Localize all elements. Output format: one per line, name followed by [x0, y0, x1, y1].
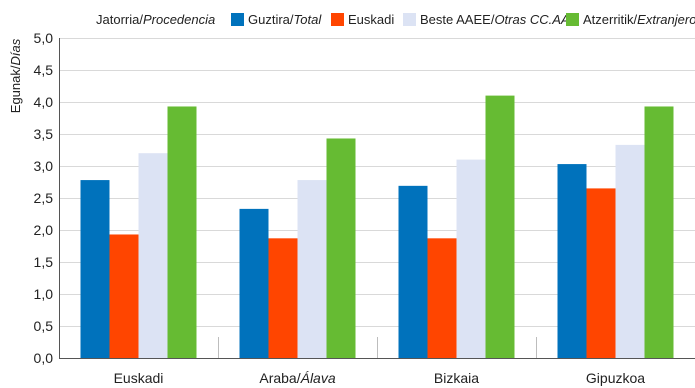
- bar: [239, 208, 269, 358]
- bar: [557, 164, 587, 358]
- legend-label: Atzerritik/Extranjero: [583, 12, 695, 27]
- legend-label: Guztira/Total: [248, 12, 322, 27]
- y-axis-label: Egunak/Días: [8, 38, 23, 113]
- legend-title: Jatorria/Procedencia: [96, 12, 215, 27]
- category-separators: [218, 337, 537, 358]
- bar: [138, 153, 168, 358]
- legend-swatch: [231, 13, 244, 26]
- bar: [109, 234, 139, 358]
- legend-label: Euskadi: [348, 12, 394, 27]
- bar: [485, 95, 515, 358]
- x-tick-label: Bizkaia: [434, 370, 479, 386]
- legend-swatch: [331, 13, 344, 26]
- bar: [80, 180, 110, 358]
- legend-swatch: [403, 13, 416, 26]
- y-tick-label: 3,5: [34, 126, 54, 142]
- x-tick-label: Euskadi: [114, 370, 164, 386]
- legend-swatch: [566, 13, 579, 26]
- bar: [427, 238, 457, 358]
- y-tick-label: 2,5: [34, 190, 54, 206]
- bar: [398, 185, 428, 358]
- axes: [59, 38, 695, 359]
- y-tick-labels: 0,0 0,5 1,0 1,5 2,0 2,5 3,0 3,5 4,0 4,5 5,0: [34, 30, 54, 366]
- bar: [326, 138, 356, 358]
- y-tick-label: 0,0: [34, 350, 54, 366]
- y-tick-label: 0,5: [34, 318, 54, 334]
- y-tick-label: 4,5: [34, 62, 54, 78]
- bars: [80, 95, 674, 358]
- bar: [586, 188, 616, 358]
- y-tick-label: 1,0: [34, 286, 54, 302]
- bar: [644, 106, 674, 358]
- x-tick-label: Gipuzkoa: [586, 370, 645, 386]
- bar: [456, 159, 486, 358]
- x-tick-labels: Euskadi Araba/Álava Bizkaia Gipuzkoa: [114, 370, 646, 386]
- x-tick-label: Araba/Álava: [259, 370, 335, 386]
- y-tick-label: 4,0: [34, 94, 54, 110]
- y-tick-label: 5,0: [34, 30, 54, 46]
- bar: [297, 180, 327, 358]
- y-tick-label: 2,0: [34, 222, 54, 238]
- y-axis-label-group: Egunak/Días: [8, 38, 23, 113]
- y-tick-label: 1,5: [34, 254, 54, 270]
- bar: [615, 144, 645, 358]
- bar: [167, 106, 197, 358]
- y-tick-label: 3,0: [34, 158, 54, 174]
- legend: Jatorria/Procedencia Guztira/Total Euskadi…: [96, 12, 695, 27]
- legend-label: Beste AAEE/Otras CC.AA.: [420, 12, 573, 27]
- bar: [268, 238, 298, 358]
